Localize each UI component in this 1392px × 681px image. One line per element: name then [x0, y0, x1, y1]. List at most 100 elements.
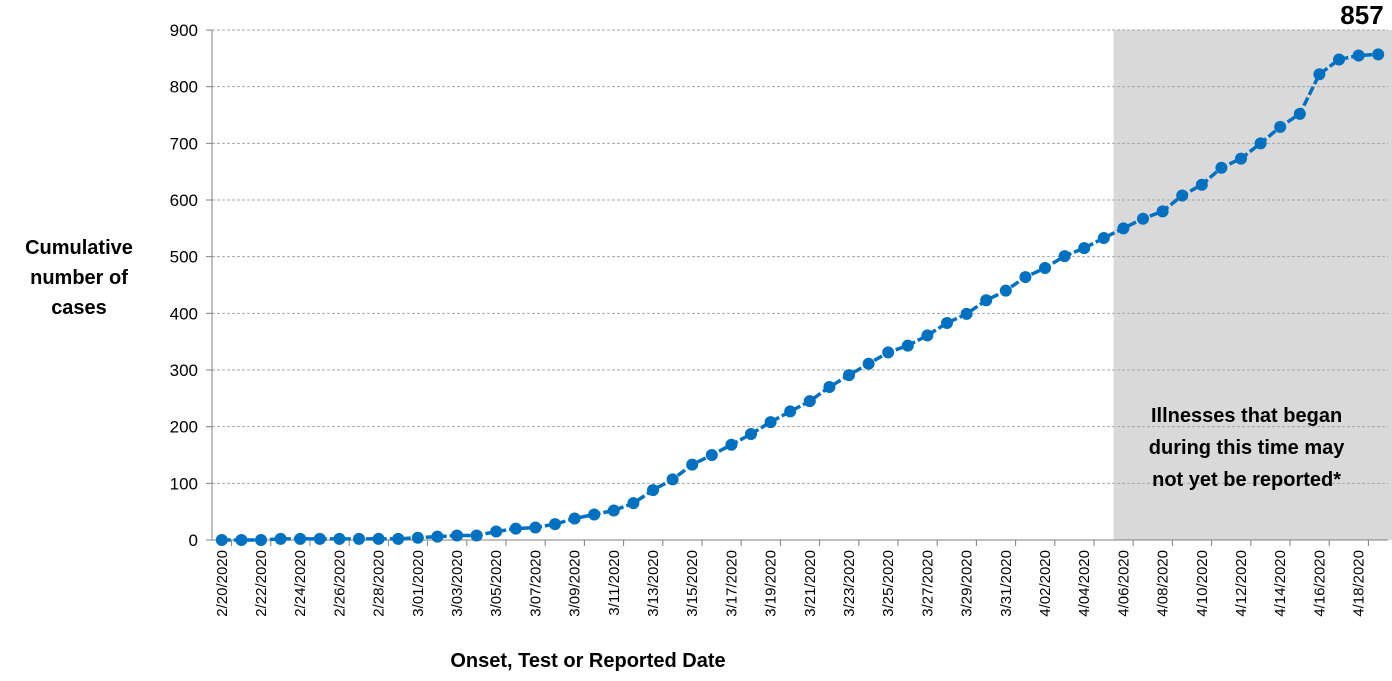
data-point — [1254, 137, 1267, 150]
x-tick-label: 2/28/2020 — [371, 550, 388, 617]
x-tick-label: 4/02/2020 — [1037, 550, 1054, 617]
x-tick-label: 2/26/2020 — [331, 550, 348, 617]
data-point — [764, 416, 777, 429]
data-point — [1274, 120, 1287, 133]
data-point — [1313, 68, 1326, 81]
y-tick-label: 100 — [170, 474, 198, 493]
data-point — [1352, 49, 1365, 62]
data-point — [823, 381, 836, 393]
data-point — [627, 497, 640, 510]
x-tick-label: 4/06/2020 — [1115, 550, 1132, 617]
data-point — [901, 339, 914, 352]
data-point — [1058, 250, 1071, 263]
x-tick-label: 3/01/2020 — [410, 550, 427, 617]
y-axis-label: Cumulative number of cases — [25, 237, 133, 319]
x-tick-label: 2/22/2020 — [253, 550, 270, 617]
data-point — [647, 484, 659, 497]
data-point — [470, 529, 483, 542]
x-tick-label: 3/19/2020 — [763, 550, 780, 617]
data-point — [549, 518, 561, 531]
data-point — [392, 532, 405, 545]
data-point — [1039, 262, 1051, 274]
x-tick-label: 4/12/2020 — [1233, 550, 1250, 617]
y-tick-label: 800 — [170, 78, 198, 97]
data-point — [1097, 231, 1110, 244]
data-point — [215, 534, 228, 546]
x-tick-label: 3/21/2020 — [802, 550, 819, 617]
data-point — [235, 534, 248, 546]
x-tick-label: 3/03/2020 — [449, 550, 466, 617]
data-point — [274, 532, 287, 545]
x-tick-label: 3/13/2020 — [645, 550, 662, 617]
data-point — [568, 512, 581, 525]
data-point — [803, 395, 816, 408]
data-point — [666, 473, 679, 486]
data-point — [1078, 242, 1091, 255]
y-tick-label: 400 — [170, 304, 198, 323]
x-tick-label: 4/08/2020 — [1155, 550, 1172, 617]
data-point — [686, 458, 699, 471]
final-value-label: 857 — [1340, 0, 1383, 30]
data-point — [333, 532, 346, 545]
data-point — [1372, 48, 1385, 61]
data-point — [313, 532, 326, 545]
x-tick-label: 3/27/2020 — [919, 550, 936, 617]
data-point — [509, 522, 522, 535]
x-tick-label: 3/11/2020 — [606, 550, 623, 616]
y-axis-ticks: 0 100 200 300 400 500 600 700 800 900 — [170, 21, 1388, 550]
data-point — [960, 307, 973, 320]
x-axis-ticks: 2/20/2020 2/22/2020 2/24/2020 2/26/2020 2/28… — [214, 540, 1369, 617]
y-tick-label: 700 — [170, 134, 198, 153]
x-axis-label: Onset, Test or Reported Date — [450, 650, 726, 672]
data-point — [1117, 222, 1130, 235]
data-point — [431, 530, 444, 543]
x-tick-label: 3/31/2020 — [998, 550, 1015, 617]
x-tick-label: 3/23/2020 — [841, 550, 858, 617]
reporting-lag-shade — [1113, 30, 1392, 540]
gridlines — [212, 29, 1388, 484]
x-tick-label: 4/04/2020 — [1076, 550, 1093, 617]
data-point — [843, 369, 855, 382]
data-point — [490, 525, 503, 538]
data-point — [1137, 212, 1149, 225]
data-point — [607, 504, 620, 517]
data-point — [862, 357, 875, 370]
data-point — [784, 405, 797, 418]
x-tick-label: 3/17/2020 — [723, 550, 740, 617]
data-point — [1156, 205, 1169, 218]
x-tick-label: 3/05/2020 — [488, 550, 505, 617]
data-point — [921, 329, 934, 342]
x-tick-label: 3/29/2020 — [959, 550, 976, 617]
y-tick-label: 0 — [189, 531, 198, 550]
x-tick-label: 3/09/2020 — [567, 550, 584, 617]
x-tick-label: 3/25/2020 — [880, 550, 897, 617]
data-point — [882, 346, 895, 359]
data-point — [980, 294, 993, 307]
x-tick-label: 4/18/2020 — [1351, 550, 1368, 617]
x-tick-label: 4/10/2020 — [1194, 550, 1211, 617]
x-tick-label: 3/07/2020 — [527, 550, 544, 617]
data-point — [1019, 271, 1032, 284]
x-tick-label: 4/16/2020 — [1311, 550, 1328, 617]
data-point — [941, 316, 953, 329]
reporting-lag-note: Illnesses that began during this time may… — [1149, 405, 1345, 491]
data-point — [999, 284, 1012, 297]
reporting-lag-note-line: not yet be reported* — [1152, 469, 1341, 491]
reporting-lag-note-line: during this time may — [1149, 437, 1345, 459]
y-tick-label: 900 — [170, 21, 198, 40]
y-tick-label: 600 — [170, 191, 198, 210]
x-tick-label: 3/15/2020 — [684, 550, 701, 617]
y-tick-label: 300 — [170, 361, 198, 380]
data-point — [1176, 189, 1189, 202]
data-point — [725, 438, 738, 451]
data-point — [372, 532, 385, 545]
data-point — [1333, 53, 1345, 66]
y-tick-label: 200 — [170, 418, 198, 437]
x-tick-label: 2/20/2020 — [214, 550, 231, 617]
data-point — [451, 529, 463, 542]
data-point — [529, 521, 542, 534]
data-point — [1235, 152, 1247, 165]
data-point — [1195, 178, 1208, 191]
data-point — [255, 534, 267, 546]
